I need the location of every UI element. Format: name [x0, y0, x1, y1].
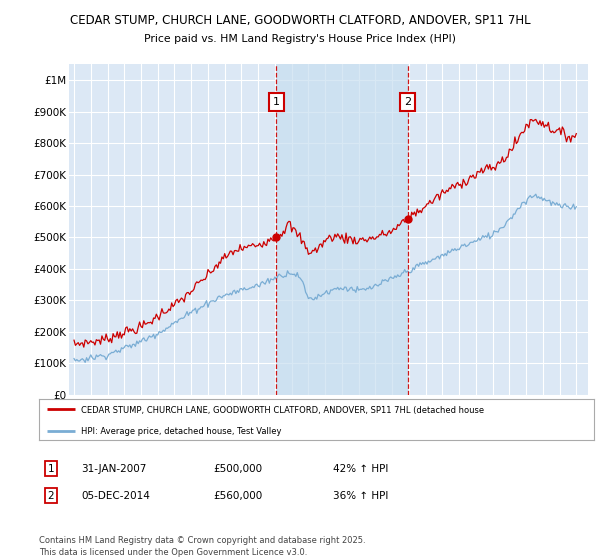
Text: 05-DEC-2014: 05-DEC-2014 [81, 491, 150, 501]
Text: 1: 1 [47, 464, 55, 474]
Text: 1: 1 [273, 97, 280, 107]
Text: HPI: Average price, detached house, Test Valley: HPI: Average price, detached house, Test… [80, 427, 281, 436]
Text: £560,000: £560,000 [213, 491, 262, 501]
Bar [276, 64, 407, 395]
Text: Contains HM Land Registry data © Crown copyright and database right 2025.
This d: Contains HM Land Registry data © Crown c… [39, 536, 365, 557]
Text: 31-JAN-2007: 31-JAN-2007 [81, 464, 146, 474]
Text: 42% ↑ HPI: 42% ↑ HPI [333, 464, 388, 474]
Text: 36% ↑ HPI: 36% ↑ HPI [333, 491, 388, 501]
Text: 2: 2 [404, 97, 411, 107]
Text: CEDAR STUMP, CHURCH LANE, GOODWORTH CLATFORD, ANDOVER, SP11 7HL (detached house: CEDAR STUMP, CHURCH LANE, GOODWORTH CLAT… [80, 405, 484, 414]
Text: 2: 2 [47, 491, 55, 501]
Text: £500,000: £500,000 [213, 464, 262, 474]
Text: CEDAR STUMP, CHURCH LANE, GOODWORTH CLATFORD, ANDOVER, SP11 7HL: CEDAR STUMP, CHURCH LANE, GOODWORTH CLAT… [70, 14, 530, 27]
Text: Price paid vs. HM Land Registry's House Price Index (HPI): Price paid vs. HM Land Registry's House … [144, 34, 456, 44]
